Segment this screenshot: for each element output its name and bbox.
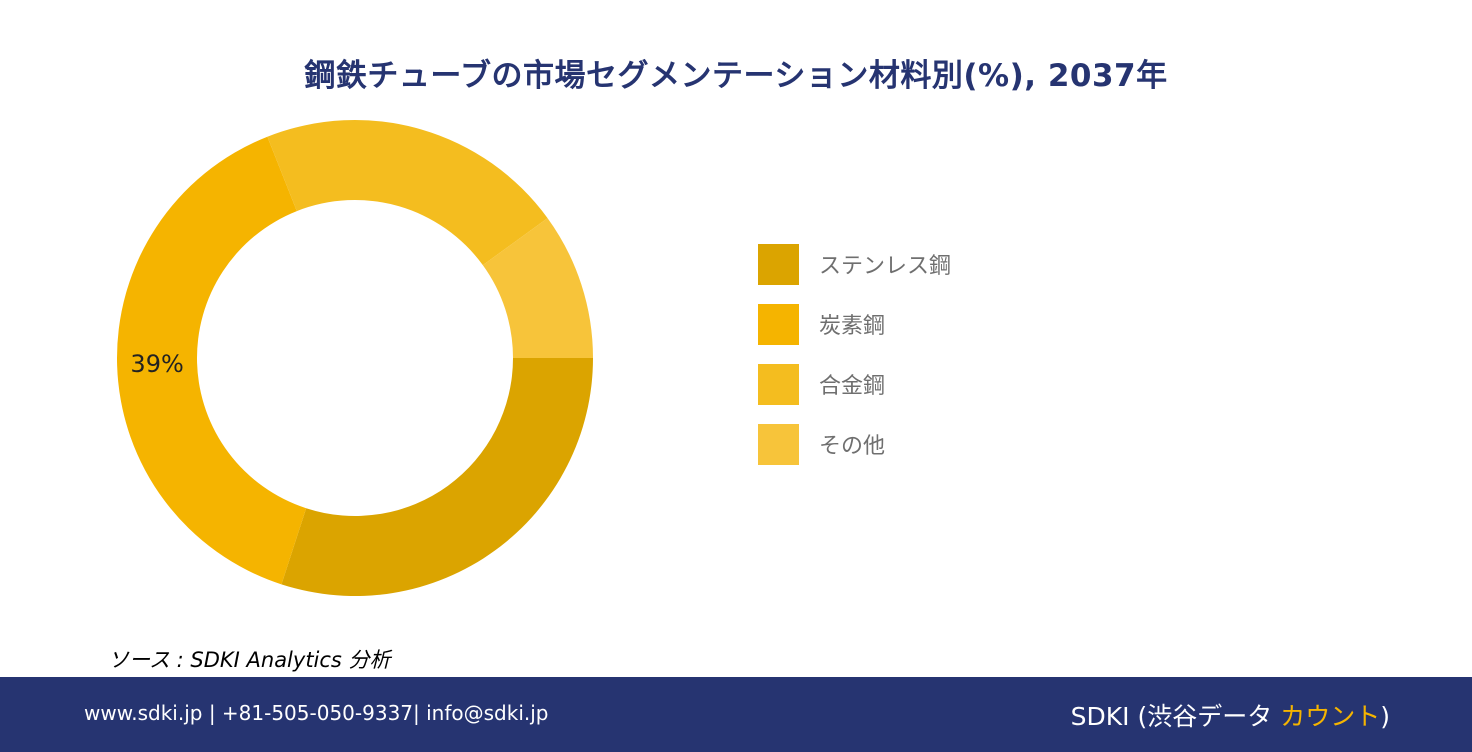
- slice-stainless: [281, 358, 593, 596]
- brand-accent-text: カウント: [1280, 702, 1381, 731]
- footer-brand-logo: SDKI (渋谷データ カウント): [1071, 697, 1390, 733]
- legend-swatch: [758, 423, 799, 465]
- legend-label: ステンレス鋼: [819, 254, 952, 279]
- slice-alloy: [267, 120, 548, 266]
- data-label: 39%: [130, 350, 183, 378]
- legend-item-stainless: ステンレス鋼: [758, 243, 952, 285]
- footer-bar: www.sdki.jp | +81-505-050-9337| info@sdk…: [0, 677, 1472, 752]
- legend-item-alloy: 合金鋼: [758, 363, 951, 405]
- donut-chart: 39%: [116, 120, 593, 596]
- brand-main-text: SDKI (渋谷データ: [1070, 702, 1281, 731]
- brand-close-text: ): [1380, 702, 1390, 731]
- legend-label: 炭素鋼: [819, 314, 886, 339]
- legend-label: その他: [819, 434, 886, 459]
- source-text: ソース : SDKI Analytics 分析: [108, 648, 391, 672]
- slice-carbon: [116, 136, 307, 585]
- legend-swatch: [758, 363, 799, 405]
- legend-swatch: [758, 303, 799, 345]
- chart-title: 鋼鉄チューブの市場セグメンテーション材料別(%), 2037年: [304, 58, 1168, 94]
- slice-other: [482, 218, 593, 358]
- legend-item-carbon: 炭素鋼: [758, 303, 951, 345]
- legend-label: 合金鋼: [819, 374, 886, 399]
- legend-item-other: その他: [758, 423, 951, 465]
- footer-contact: www.sdki.jp | +81-505-050-9337| info@sdk…: [84, 701, 549, 725]
- chart-legend: ステンレス鋼 炭素鋼 合金鋼 その他: [758, 243, 952, 484]
- legend-swatch: [758, 243, 799, 285]
